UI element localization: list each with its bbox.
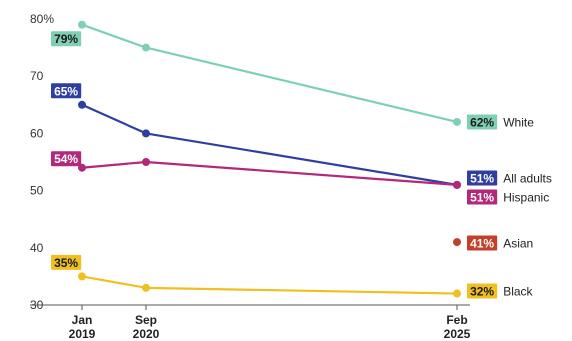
x-tick-label: Sep <box>135 313 157 327</box>
data-point-asian <box>453 238 461 247</box>
end-label: 62% <box>470 116 494 130</box>
start-label: 79% <box>54 32 78 46</box>
series-points <box>78 20 461 298</box>
data-point-all-adults <box>78 100 86 109</box>
series-line-black <box>80 275 459 295</box>
end-label-bg <box>467 170 498 186</box>
series-name-label: Hispanic <box>503 191 549 205</box>
series-line-all-adults <box>80 103 459 186</box>
start-label: 35% <box>54 256 78 270</box>
x-tick-label: 2020 <box>133 327 160 341</box>
start-label-bg <box>51 83 82 99</box>
start-label: 65% <box>54 84 78 98</box>
data-point-black <box>453 289 461 298</box>
y-tick-label: 40 <box>30 241 44 255</box>
x-tick-label: Feb <box>446 313 467 327</box>
y-tick-label: 80% <box>30 12 54 26</box>
data-point-hispanic <box>142 158 150 166</box>
end-label-bg <box>467 283 498 299</box>
x-tick-label: Jan <box>72 313 93 327</box>
end-label-bg <box>467 114 498 130</box>
series-name-label: Asian <box>503 237 533 251</box>
series-line-white <box>80 23 459 124</box>
start-label-bg <box>51 31 82 47</box>
data-point-black <box>78 272 86 281</box>
series-lines <box>80 23 459 295</box>
x-tick-label: 2019 <box>69 327 96 341</box>
end-label: 32% <box>470 285 494 299</box>
end-label: 51% <box>470 172 494 186</box>
data-labels: 79% 65% 54% 35% 62% White 51% All adults 51% Hisp… <box>51 31 552 299</box>
end-label: 41% <box>470 237 494 251</box>
data-point-white <box>78 20 86 29</box>
data-point-black <box>142 283 150 292</box>
y-tick-label: 60 <box>30 126 44 140</box>
data-point-all-adults <box>142 129 150 138</box>
end-label: 51% <box>470 191 494 205</box>
start-label: 54% <box>54 152 78 166</box>
end-label-bg <box>467 235 498 251</box>
start-label-bg <box>51 254 82 270</box>
data-point-hispanic <box>453 180 461 189</box>
series-name-label: White <box>503 116 534 130</box>
series-line-hispanic <box>80 160 459 186</box>
series-name-label: All adults <box>503 172 552 186</box>
start-label-bg <box>51 151 82 167</box>
series-name-label: Black <box>503 285 533 299</box>
data-point-white <box>453 117 461 126</box>
end-label-bg <box>467 189 498 205</box>
y-tick-label: 70 <box>30 69 44 83</box>
data-point-white <box>142 43 150 52</box>
x-tick-label: 2025 <box>444 327 471 341</box>
y-tick-label: 50 <box>30 184 44 198</box>
